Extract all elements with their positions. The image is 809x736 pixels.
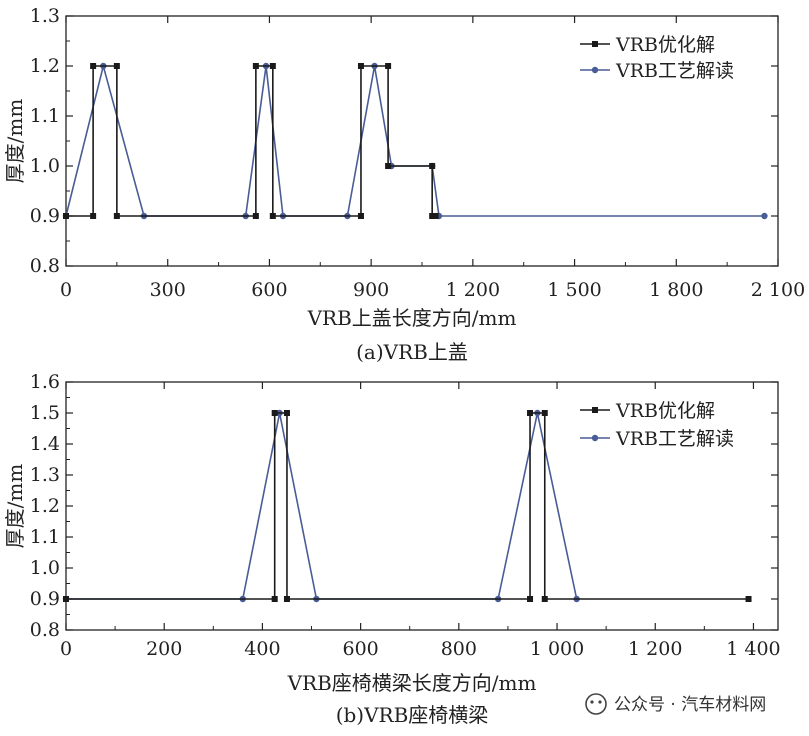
- data-point-optimized: [541, 596, 548, 602]
- series-line-process: [66, 412, 578, 600]
- legend-marker: [592, 407, 598, 413]
- data-point-optimized: [429, 213, 436, 219]
- x-tick-label: 0: [60, 638, 72, 660]
- y-tick-label: 0.8: [30, 619, 60, 641]
- data-point-optimized: [357, 213, 364, 219]
- data-point-optimized: [252, 63, 259, 69]
- legend-marker: [592, 41, 598, 47]
- legend-label: VRB工艺解读: [615, 60, 734, 82]
- series-line-optimized: [66, 412, 749, 600]
- x-tick-label: 0: [60, 279, 72, 301]
- y-tick-label: 0.9: [30, 205, 60, 227]
- data-point-optimized: [271, 410, 278, 416]
- data-point-optimized: [283, 410, 290, 416]
- data-point-optimized: [113, 63, 120, 69]
- data-point-process: [761, 212, 768, 220]
- series-line-optimized: [66, 65, 436, 217]
- data-point-optimized: [385, 63, 392, 69]
- x-tick-label: 1 500: [547, 279, 601, 301]
- series-line-process: [65, 62, 765, 217]
- data-point-optimized: [63, 596, 69, 602]
- data-point-optimized: [541, 410, 548, 416]
- data-point-optimized: [745, 596, 752, 602]
- data-point-optimized: [283, 596, 290, 602]
- x-tick-label: 1 400: [726, 638, 780, 660]
- data-point-optimized: [252, 213, 259, 219]
- y-axis-label: 厚度/mm: [3, 99, 27, 184]
- x-tick-label: 400: [244, 638, 280, 660]
- data-point-optimized: [90, 63, 97, 69]
- legend: VRB优化解 VRB工艺解读: [580, 400, 734, 450]
- data-point-optimized: [269, 63, 276, 69]
- wechat-icon: [585, 693, 607, 715]
- watermark: 公众号 · 汽车材料网: [585, 693, 766, 715]
- chart-caption: (a)VRB上盖: [356, 340, 468, 364]
- y-tick-label: 0.9: [30, 588, 60, 610]
- y-tick-label: 1.0: [30, 155, 60, 177]
- legend-label: VRB工艺解读: [615, 428, 734, 450]
- chart-caption: (b)VRB座椅横梁: [336, 703, 489, 727]
- x-tick-label: 200: [146, 638, 182, 660]
- x-axis-label: VRB上盖长度方向/mm: [307, 306, 517, 330]
- x-tick-label: 1 200: [446, 279, 500, 301]
- x-tick-label: 1 000: [530, 638, 584, 660]
- chart-a: 0 300 600 900 1 200 1 500 1 800 2 100 0.8 0.9 1.0 1…: [3, 5, 805, 364]
- data-point-optimized: [113, 213, 120, 219]
- y-tick-label: 1.0: [30, 557, 60, 579]
- data-point-optimized: [385, 163, 392, 169]
- y-tick-label: 1.3: [30, 464, 60, 486]
- data-point-optimized: [527, 596, 534, 602]
- wechat-icon-dot: [598, 700, 602, 704]
- data-point-optimized: [271, 596, 278, 602]
- data-point-optimized: [429, 163, 436, 169]
- legend-label: VRB优化解: [615, 400, 715, 422]
- y-tick-label: 1.1: [30, 526, 60, 548]
- legend-label: VRB优化解: [615, 34, 715, 56]
- wechat-icon-dot: [590, 700, 594, 704]
- watermark-text: 公众号 · 汽车材料网: [614, 695, 766, 715]
- data-point-optimized: [90, 213, 97, 219]
- y-axis-label: 厚度/mm: [3, 464, 27, 549]
- x-tick-label: 600: [251, 279, 287, 301]
- y-tick-label: 1.1: [30, 105, 60, 127]
- y-tick-label: 1.2: [30, 55, 60, 77]
- y-tick-label: 1.2: [30, 495, 60, 517]
- data-point-optimized: [357, 63, 364, 69]
- x-tick-label: 800: [441, 638, 477, 660]
- legend-marker: [591, 434, 599, 442]
- x-tick-label: 600: [342, 638, 378, 660]
- data-point-optimized: [527, 410, 534, 416]
- x-tick-label: 1 800: [649, 279, 703, 301]
- y-tick-label: 1.4: [30, 433, 60, 455]
- y-tick-label: 1.3: [30, 5, 60, 27]
- data-point-optimized: [63, 213, 69, 219]
- x-axis-label: VRB座椅横梁长度方向/mm: [287, 671, 537, 695]
- legend: VRB优化解 VRB工艺解读: [580, 34, 734, 82]
- y-tick-label: 1.5: [30, 402, 60, 424]
- x-tick-label: 900: [353, 279, 389, 301]
- y-tick-label: 1.6: [30, 371, 60, 393]
- data-point-optimized: [432, 213, 439, 219]
- x-tick-label: 1 200: [628, 638, 682, 660]
- x-tick-label: 2 100: [751, 279, 805, 301]
- x-tick-label: 300: [150, 279, 186, 301]
- y-tick-label: 0.8: [30, 255, 60, 277]
- legend-marker: [591, 66, 599, 74]
- chart-b: 0 200 400 600 800 1 000 1 200 1 400 0.8 0.9 1.0 1.1…: [3, 371, 781, 727]
- data-point-optimized: [269, 213, 276, 219]
